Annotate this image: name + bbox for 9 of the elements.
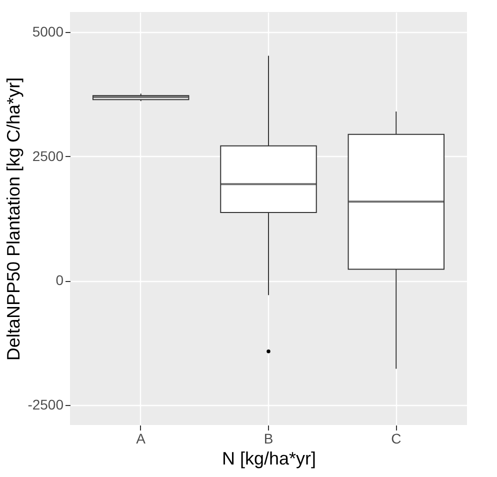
y-tick-label: -2500 [28, 396, 64, 413]
x-tick-label: C [391, 430, 402, 446]
x-tick-label: A [136, 430, 146, 446]
y-tick-label: 2500 [32, 148, 64, 164]
y-axis-title: DeltaNPP50 Plantation [kg C/ha*yr] [4, 77, 24, 361]
x-axis-title: N [kg/ha*yr] [222, 448, 316, 468]
x-tick-label: B [264, 430, 274, 446]
y-tick-label: 5000 [32, 23, 64, 40]
y-tick-label: 0 [56, 272, 64, 288]
